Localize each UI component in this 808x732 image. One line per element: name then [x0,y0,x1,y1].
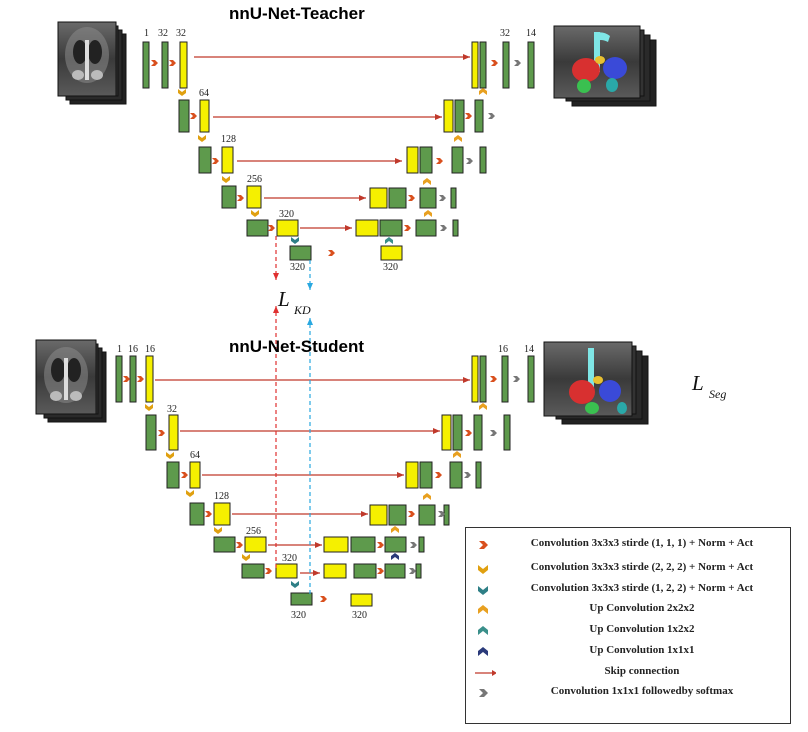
legend-label: Convolution 3x3x3 stirde (1, 2, 2) + Nor… [530,582,754,594]
kd-loss-subscript: KD [293,303,311,317]
conv-stride-222-icon [478,565,488,574]
legend-item-upconv-111: Up Convolution 1x1x1 [466,643,792,661]
student-input-ct-stack [35,339,107,423]
legend-label: Skip connection [604,665,680,677]
teacher-softmax-glyphs [439,60,521,231]
teacher-upconv-222-glyphs [423,88,487,217]
teacher-channel-c3: 128 [221,134,236,145]
student-upconv-111-glyphs [391,553,399,560]
skip-connection-icon [475,670,496,676]
teacher-conv-111-glyphs [151,60,498,256]
teacher-channel-c4: 256 [247,174,262,185]
teacher-channel-c1: 32 [158,28,168,39]
student-channel-in: 1 [117,344,122,355]
student-conv-111-glyphs [123,376,497,602]
student-encoder-blocks [115,355,313,606]
student-channel-c3: 64 [190,450,200,461]
legend-label: Up Convolution 1x2x2 [589,623,695,635]
legend-item-conv-111: Convolution 3x3x3 stirde (1, 1, 1) + Nor… [466,536,792,554]
student-channel-out: 14 [524,344,534,355]
teacher-skip-connections [194,54,470,231]
teacher-output-segmentation-stack [553,25,657,107]
legend-item-conv-222: Convolution 3x3x3 stirde (2, 2, 2) + Nor… [466,560,792,578]
upconv-222-icon [478,605,488,614]
student-channel-c4: 128 [214,491,229,502]
conv-stride-122-icon [478,586,488,595]
upconv-111-icon [478,647,488,656]
legend: Convolution 3x3x3 stirde (1, 1, 1) + Nor… [465,527,791,724]
teacher-upconv-122-glyphs [385,237,393,244]
student-title: nnU-Net-Student [229,337,365,356]
legend-item-upconv-122: Up Convolution 1x2x2 [466,622,792,640]
student-softmax-glyphs [409,376,520,574]
legend-item-upconv-222: Up Convolution 2x2x2 [466,601,792,619]
legend-label: Convolution 3x3x3 stirde (2, 2, 2) + Nor… [530,561,754,573]
student-channel-bottleneck: 320 [291,610,306,621]
teacher-conv-122-glyphs [291,237,299,244]
student-decoder-blocks [323,355,535,607]
student-upconv-222-glyphs [391,403,487,533]
seg-loss-symbol: L [691,371,704,395]
conv-stride-111-icon [479,541,488,549]
student-channel-c1b: 16 [145,344,155,355]
legend-label: Up Convolution 1x1x1 [589,644,695,656]
legend-label: Convolution 3x3x3 stirde (1, 1, 1) + Nor… [530,537,754,549]
teacher-conv-222-glyphs [178,89,259,217]
teacher-encoder-blocks [142,41,312,261]
legend-item-softmax: Convolution 1x1x1 followedby softmax [466,684,792,702]
legend-item-conv-122: Convolution 3x3x3 stirde (1, 2, 2) + Nor… [466,581,792,599]
kd-loss-symbol: L [277,287,290,311]
teacher-channel-in: 1 [144,28,149,39]
teacher-decoder-blocks [355,41,535,261]
student-conv-122-glyphs [291,581,299,588]
legend-label: Up Convolution 2x2x2 [589,602,695,614]
student-output-segmentation-stack [543,341,649,425]
seg-loss-subscript: Seg [709,387,726,401]
student-conv-222-glyphs [145,404,250,561]
teacher-channel-dec5: 320 [383,262,398,273]
legend-item-skip-connection: Skip connection [466,664,792,682]
teacher-channel-c1b: 32 [176,28,186,39]
teacher-channel-c5: 320 [279,209,294,220]
teacher-channel-c2: 64 [199,88,209,99]
student-channel-dec1: 16 [498,344,508,355]
teacher-input-ct-stack [57,21,127,105]
conv-softmax-icon [479,689,488,697]
student-channel-c1: 16 [128,344,138,355]
student-channel-c5: 256 [246,526,261,537]
teacher-channel-dec1: 32 [500,28,510,39]
student-channel-c6: 320 [282,553,297,564]
student-channel-dec6: 320 [352,610,367,621]
upconv-122-icon [478,626,488,635]
legend-label: Convolution 1x1x1 followedby softmax [550,685,734,697]
teacher-channel-bottleneck: 320 [290,262,305,273]
teacher-channel-out: 14 [526,28,536,39]
teacher-title: nnU-Net-Teacher [229,4,365,23]
student-channel-c2: 32 [167,404,177,415]
